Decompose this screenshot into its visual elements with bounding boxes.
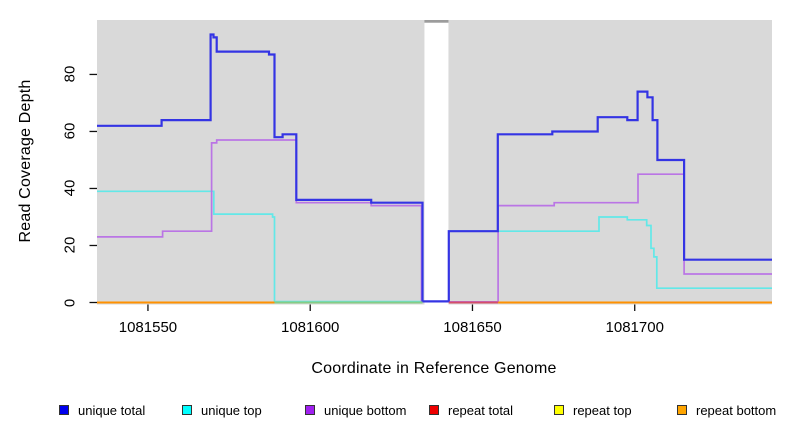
y-tick-label: 60 [61,123,79,140]
mask-region-top-strip [424,20,449,23]
legend-item-repeat-bottom: repeat bottom [677,402,776,418]
x-tick-label: 1081650 [443,319,502,336]
legend-item-repeat-top: repeat top [554,402,632,418]
legend-label: repeat total [448,402,514,418]
legend-label: unique bottom [324,402,407,418]
y-tick-label: 0 [61,298,79,307]
legend-label: unique top [201,402,262,418]
series-unique-top [97,190,423,303]
chart-legend: unique total unique top unique bottom re… [0,402,792,424]
y-axis-title: Read Coverage Depth [17,79,34,243]
series-unique-total [97,33,772,303]
legend-swatch-repeat-top [554,405,564,415]
legend-label: repeat top [573,402,632,418]
legend-swatch-repeat-bottom [677,405,687,415]
legend-item-unique-bottom: unique bottom [305,402,406,418]
legend-swatch-unique-bottom [305,405,315,415]
x-tick-label: 1081600 [281,319,340,336]
legend-label: unique total [78,402,146,418]
legend-item-unique-total: unique total [59,402,145,418]
legend-swatch-unique-total [59,405,69,415]
x-axis-title: Coordinate in Reference Genome [311,360,557,377]
y-tick-label: 40 [61,180,79,197]
y-tick-label: 80 [61,66,79,83]
y-tick-label: 20 [61,237,79,254]
legend-item-repeat-total: repeat total [429,402,513,418]
legend-swatch-unique-top [182,405,192,415]
x-tick-label: 1081550 [118,319,178,336]
series-unique-top [448,216,772,290]
x-tick-label: 1081700 [605,319,664,336]
series-unique-bottom [97,139,423,302]
legend-item-unique-top: unique top [182,402,262,418]
mask-region-band [424,22,449,305]
legend-swatch-repeat-total [429,405,439,415]
legend-label: repeat bottom [696,402,777,418]
